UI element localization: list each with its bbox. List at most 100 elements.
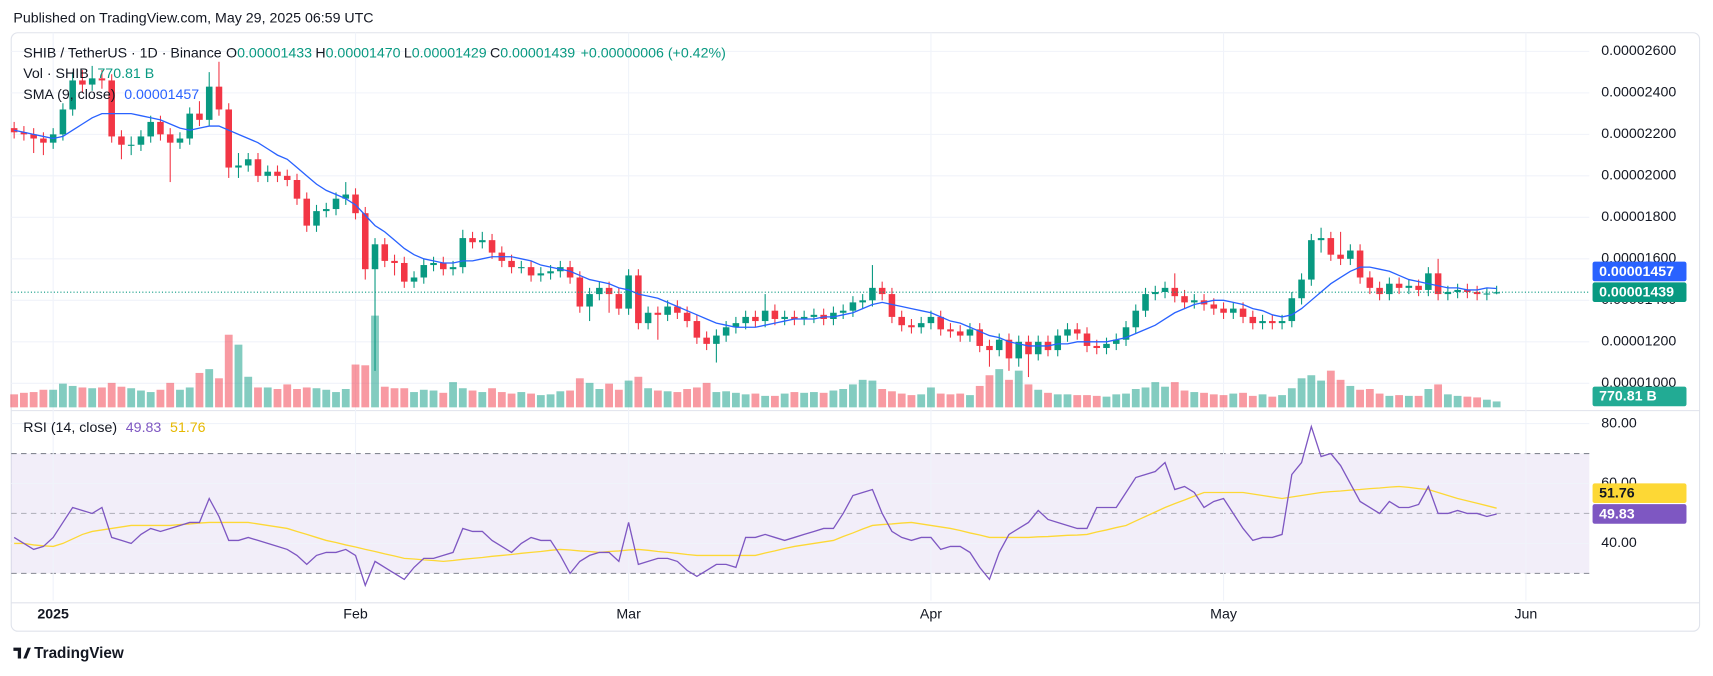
- volume-bar: [410, 392, 418, 408]
- candle-body: [791, 316, 798, 319]
- brand-icon: [13, 647, 31, 659]
- candle-body: [1327, 238, 1335, 255]
- candle-body: [1230, 308, 1237, 313]
- volume-bar: [653, 390, 662, 408]
- volume-label-box: [1592, 386, 1687, 407]
- volume-bar: [488, 388, 496, 408]
- volume-bar: [1287, 388, 1296, 408]
- legend-item: H: [315, 45, 325, 61]
- x-tick-label: Mar: [616, 607, 641, 623]
- x-tick-label: Apr: [920, 607, 942, 623]
- brand-logo: TradingView: [13, 645, 124, 662]
- candle-body: [59, 109, 67, 135]
- legend: SHIB / TetherUS · 1D · Binance O0.0000143…: [23, 45, 726, 436]
- volume-bar: [1024, 384, 1033, 408]
- candle-body: [742, 316, 749, 324]
- candle-body: [898, 316, 905, 326]
- candle-body: [615, 294, 623, 309]
- volume-bar: [741, 394, 750, 408]
- candle-body: [157, 121, 164, 135]
- candle-body: [303, 198, 311, 226]
- volume-bar: [107, 382, 116, 408]
- volume-bar: [176, 389, 184, 408]
- volume-bar: [1434, 384, 1443, 408]
- candle-body: [1298, 279, 1305, 299]
- volume-bar: [1268, 396, 1277, 408]
- volume-label: 770.81 B: [1599, 389, 1657, 405]
- sma-line: [14, 112, 1497, 347]
- volume-bar: [1336, 379, 1345, 408]
- volume-bar: [712, 392, 721, 408]
- candle-body: [215, 86, 223, 110]
- volume-bar: [458, 388, 467, 408]
- volume-bar: [1014, 370, 1023, 408]
- candle-body: [430, 262, 437, 266]
- candle-body: [986, 345, 993, 351]
- x-tick-label: 2025: [37, 607, 69, 623]
- volume-bar: [1083, 395, 1091, 408]
- volume-bar: [419, 389, 428, 408]
- candle-body: [800, 316, 808, 319]
- volume-bar: [595, 389, 604, 408]
- volume-bar: [966, 395, 974, 408]
- volume-bar: [1453, 395, 1462, 408]
- candle-body: [1005, 339, 1013, 359]
- volume-bar: [283, 384, 292, 408]
- volume-bar: [351, 364, 360, 408]
- volume-bar: [117, 386, 126, 408]
- candle-body: [293, 179, 301, 199]
- volume-bar: [956, 393, 965, 408]
- volume-bar: [722, 391, 731, 408]
- rsi-tick-label: 40.00: [1601, 535, 1637, 551]
- candle-body: [605, 287, 613, 295]
- candle-body: [98, 78, 106, 81]
- candle-body: [1444, 292, 1452, 295]
- candles: [10, 61, 1500, 378]
- candle-body: [352, 194, 359, 214]
- candle-body: [1083, 333, 1091, 346]
- volume-bar: [634, 376, 643, 408]
- x-tick-label: May: [1210, 607, 1238, 623]
- volume-bar: [20, 392, 28, 408]
- volume-bar: [1190, 392, 1199, 408]
- candle-body: [186, 113, 193, 139]
- volume-bar: [731, 392, 740, 408]
- volume-bar: [985, 375, 994, 408]
- candle-body: [644, 312, 652, 324]
- legend-row: RSI (14, close) 49.83 51.76: [23, 420, 205, 436]
- volume-bar: [322, 389, 331, 408]
- volume-bar: [1326, 370, 1335, 408]
- candle-body: [205, 86, 213, 120]
- rsi-ma-label-box: [1592, 483, 1687, 504]
- candle-body: [332, 198, 340, 210]
- volume-bar: [293, 389, 301, 408]
- candle-body: [1142, 294, 1149, 311]
- candle-body: [527, 267, 535, 276]
- candle-body: [1239, 308, 1247, 317]
- volume-bar: [127, 388, 136, 408]
- volume-bar: [946, 394, 955, 408]
- candle-body: [1425, 273, 1432, 290]
- volume-bar: [439, 392, 448, 408]
- candle-body: [869, 287, 876, 301]
- volume-bar: [829, 390, 838, 408]
- candle-body: [722, 327, 730, 336]
- volume-bar: [234, 344, 243, 408]
- volume-bar: [644, 388, 653, 408]
- candle-body: [342, 194, 350, 199]
- legend-row: SHIB / TetherUS · 1D · Binance O0.0000143…: [23, 45, 726, 61]
- volume-bar: [1151, 382, 1160, 408]
- sma-price-label: 0.00001457: [1599, 264, 1674, 280]
- volume-bar: [166, 382, 175, 408]
- legend-row: Vol · SHIB 770.81 B: [23, 66, 154, 82]
- legend-item: 51.76: [170, 420, 206, 436]
- volume-bar: [497, 392, 506, 408]
- volume-bar: [1424, 389, 1433, 408]
- volume-bar: [361, 365, 370, 408]
- volume-bar: [1044, 392, 1052, 408]
- volume-bar: [1034, 389, 1043, 408]
- volume-bar: [751, 393, 760, 408]
- volume-bar: [1200, 392, 1208, 408]
- volume-bar: [205, 369, 214, 408]
- candle-body: [322, 209, 330, 212]
